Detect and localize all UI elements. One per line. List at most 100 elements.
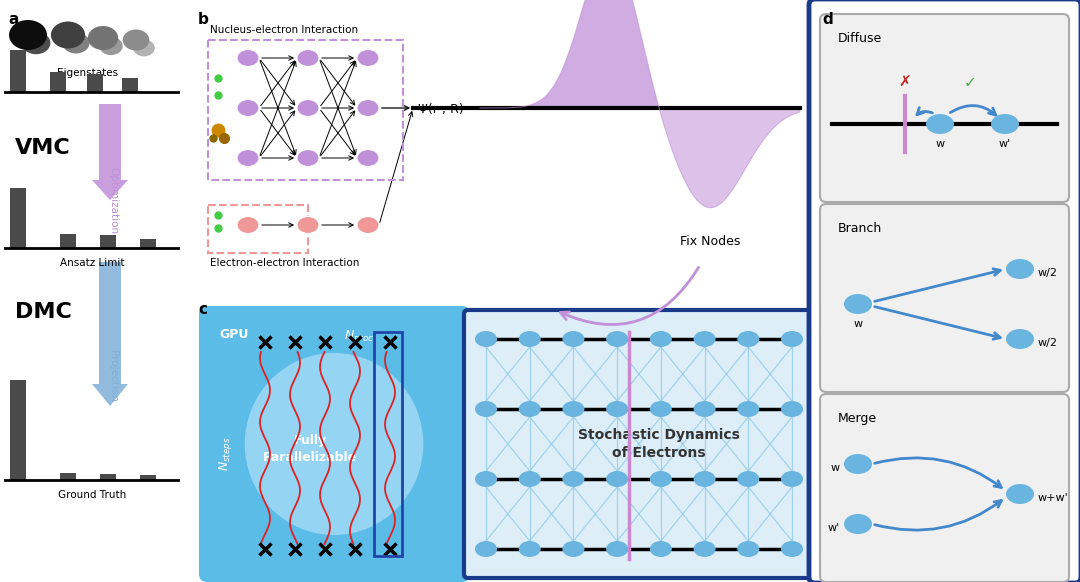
Text: Nucleus-electron Interaction: Nucleus-electron Interaction [210,25,359,35]
Text: Optimization: Optimization [108,167,118,234]
FancyArrow shape [92,104,129,200]
Text: Eigenstates: Eigenstates [57,68,119,78]
Ellipse shape [926,114,954,134]
Ellipse shape [693,331,716,347]
Ellipse shape [245,353,423,535]
Ellipse shape [297,49,319,66]
Ellipse shape [237,49,259,66]
Ellipse shape [237,150,259,166]
Ellipse shape [781,401,804,417]
Ellipse shape [693,471,716,487]
Bar [374,332,402,556]
Ellipse shape [843,514,872,534]
Ellipse shape [650,541,672,557]
Text: a: a [8,12,18,27]
Text: $N_{steps}$: $N_{steps}$ [217,436,234,471]
FancyArrow shape [92,262,129,406]
Text: w: w [853,319,863,329]
Bar [60,473,76,480]
Ellipse shape [738,401,759,417]
Text: VMC: VMC [15,138,71,158]
Ellipse shape [357,150,379,166]
Text: c: c [198,302,207,317]
Bar [60,234,76,248]
Text: b: b [198,12,208,27]
Ellipse shape [51,22,85,48]
Ellipse shape [357,217,379,233]
Ellipse shape [606,471,629,487]
Ellipse shape [63,33,90,54]
Ellipse shape [1005,329,1034,349]
Ellipse shape [563,401,584,417]
Text: w: w [831,463,840,473]
Bar [100,474,116,480]
Ellipse shape [237,100,259,116]
Ellipse shape [991,114,1020,134]
Ellipse shape [563,471,584,487]
Ellipse shape [99,37,123,55]
Text: ✗: ✗ [899,75,912,90]
Ellipse shape [87,26,118,50]
Ellipse shape [9,20,48,50]
Ellipse shape [650,471,672,487]
FancyBboxPatch shape [199,306,470,582]
Text: Stochastic Dynamics
of Electrons: Stochastic Dynamics of Electrons [578,428,740,460]
Bar [50,72,66,92]
Ellipse shape [357,100,379,116]
Ellipse shape [650,331,672,347]
Ellipse shape [297,150,319,166]
Ellipse shape [22,32,51,54]
Ellipse shape [475,541,497,557]
Bar [87,74,103,92]
Ellipse shape [781,331,804,347]
Text: w: w [935,139,945,149]
Ellipse shape [738,471,759,487]
Ellipse shape [606,541,629,557]
Ellipse shape [606,401,629,417]
Text: Ansatz Limit: Ansatz Limit [59,258,124,268]
Ellipse shape [237,217,259,233]
Bar [208,205,308,253]
Text: Projection: Projection [108,350,118,402]
Text: Branch: Branch [838,222,882,235]
Ellipse shape [297,217,319,233]
Ellipse shape [475,331,497,347]
FancyBboxPatch shape [820,14,1069,202]
Text: DMC: DMC [15,302,72,322]
Text: $N_{proc}$: $N_{proc}$ [345,328,375,345]
Ellipse shape [1005,259,1034,279]
Text: Fix Nodes: Fix Nodes [680,235,741,248]
Ellipse shape [518,401,541,417]
Ellipse shape [693,401,716,417]
Ellipse shape [563,541,584,557]
Ellipse shape [738,331,759,347]
Ellipse shape [650,401,672,417]
Ellipse shape [606,331,629,347]
FancyBboxPatch shape [809,0,1080,582]
Text: Fully
Parallelizable: Fully Parallelizable [262,434,357,464]
FancyBboxPatch shape [820,394,1069,582]
Text: Ground Truth: Ground Truth [58,490,126,500]
Ellipse shape [475,471,497,487]
Ellipse shape [518,331,541,347]
Text: w': w' [827,523,840,533]
Text: GPU: GPU [219,328,248,341]
Text: ✓: ✓ [963,75,976,90]
Ellipse shape [563,331,584,347]
Bar [122,78,138,92]
Ellipse shape [781,541,804,557]
Text: d: d [822,12,833,27]
Ellipse shape [843,454,872,474]
Bar [10,380,26,480]
Ellipse shape [297,100,319,116]
Text: Electron-electron Interaction: Electron-electron Interaction [210,258,360,268]
Ellipse shape [1005,484,1034,504]
Ellipse shape [518,541,541,557]
Text: w+w': w+w' [1038,493,1069,503]
Ellipse shape [738,541,759,557]
Bar [140,475,156,480]
Bar [10,50,26,92]
Ellipse shape [518,471,541,487]
Bar [208,40,403,180]
Text: w/2: w/2 [1038,268,1058,278]
